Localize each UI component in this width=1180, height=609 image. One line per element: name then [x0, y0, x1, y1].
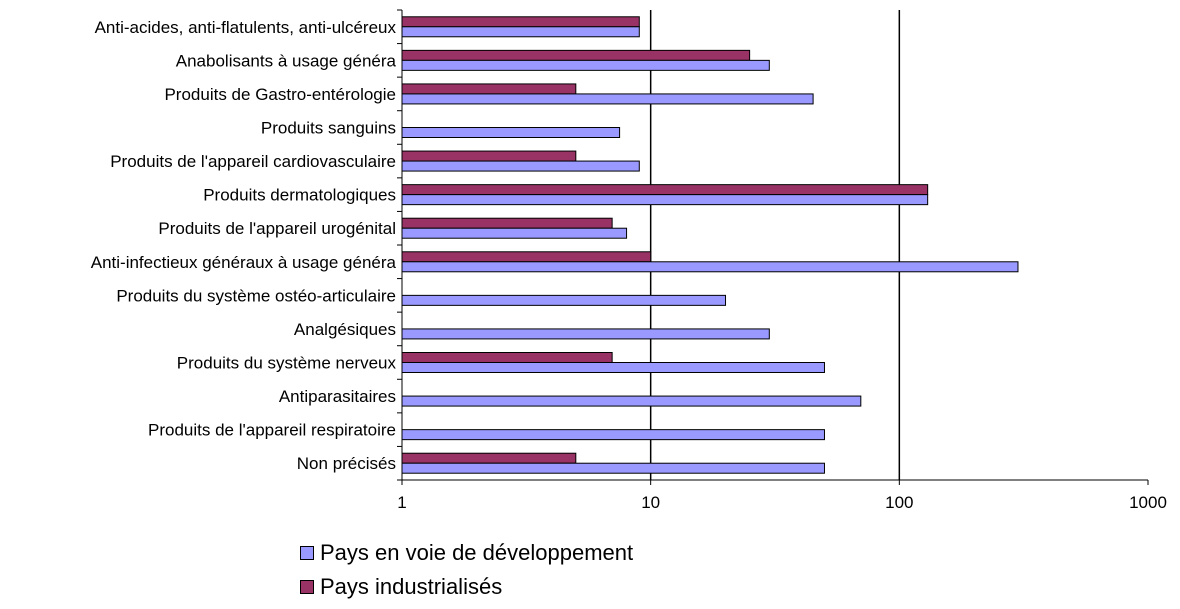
category-label: Anabolisants à usage généra [176, 51, 397, 70]
legend-swatch-industrialized [300, 580, 314, 594]
category-label: Produits du système ostéo-articulaire [116, 286, 396, 305]
bar-industrialized-4 [401, 150, 577, 162]
bar-industrialized-10 [401, 352, 613, 363]
category-label: Non précisés [297, 454, 396, 473]
category-label: Produits de l'appareil urogénital [158, 219, 396, 238]
bar-industrialized-6 [401, 217, 613, 229]
category-label: Anti-infectieux généraux à usage généra [91, 253, 397, 272]
category-label: Produits dermatologiques [203, 186, 396, 205]
category-label: Anti-acides, anti-flatulents, anti-ulcér… [95, 18, 397, 37]
bar-developing-12 [401, 429, 825, 441]
legend: Pays en voie de développement Pays indus… [300, 536, 633, 604]
bar-developing-4 [401, 160, 640, 172]
bars [401, 16, 1019, 474]
bar-industrialized-1 [401, 49, 751, 61]
bar-developing-2 [401, 93, 814, 105]
legend-label-developing: Pays en voie de développement [320, 540, 634, 565]
bar-developing-6 [401, 227, 628, 239]
x-tick-label: 1000 [1129, 493, 1167, 512]
bar-developing-5 [401, 194, 929, 206]
bar-developing-0 [401, 26, 640, 38]
category-label: Produits du système nerveux [177, 354, 397, 373]
bar-industrialized-13 [401, 452, 577, 464]
bar-developing-13 [401, 462, 825, 474]
axes [397, 9, 1149, 485]
legend-label-industrialized: Pays industrialisés [320, 574, 503, 599]
category-label: Antiparasitaires [279, 387, 396, 406]
bar-developing-1 [401, 59, 770, 71]
x-tick-label: 10 [641, 493, 660, 512]
bar-developing-10 [401, 362, 825, 373]
x-tick-label: 100 [885, 493, 913, 512]
category-label: Produits de l'appareil respiratoire [148, 421, 396, 440]
bar-developing-9 [401, 328, 770, 340]
bar-chart: 1 10 100 1000 Anti-acides, anti-flatulents,… [91, 9, 1167, 512]
category-labels: Anti-acides, anti-flatulents, anti-ulcér… [91, 18, 397, 473]
bar-developing-7 [401, 261, 1019, 273]
legend-item-developing: Pays en voie de développement [300, 536, 633, 570]
bar-industrialized-2 [401, 83, 577, 95]
category-label: Produits de l'appareil cardiovasculaire [110, 152, 396, 171]
category-label: Produits sanguins [261, 119, 396, 138]
bar-developing-3 [401, 127, 621, 138]
bar-developing-11 [401, 395, 862, 407]
bar-industrialized-0 [401, 16, 640, 28]
bar-developing-8 [401, 294, 727, 306]
category-label: Analgésiques [294, 320, 396, 339]
legend-swatch-developing [300, 546, 314, 560]
gridlines [649, 10, 901, 480]
x-tick-label: 1 [397, 493, 406, 512]
legend-item-industrialized: Pays industrialisés [300, 570, 633, 604]
bar-industrialized-7 [401, 251, 652, 263]
category-label: Produits de Gastro-entérologie [164, 85, 396, 104]
bar-industrialized-5 [401, 184, 929, 196]
x-tick-labels: 1 10 100 1000 [397, 493, 1167, 512]
